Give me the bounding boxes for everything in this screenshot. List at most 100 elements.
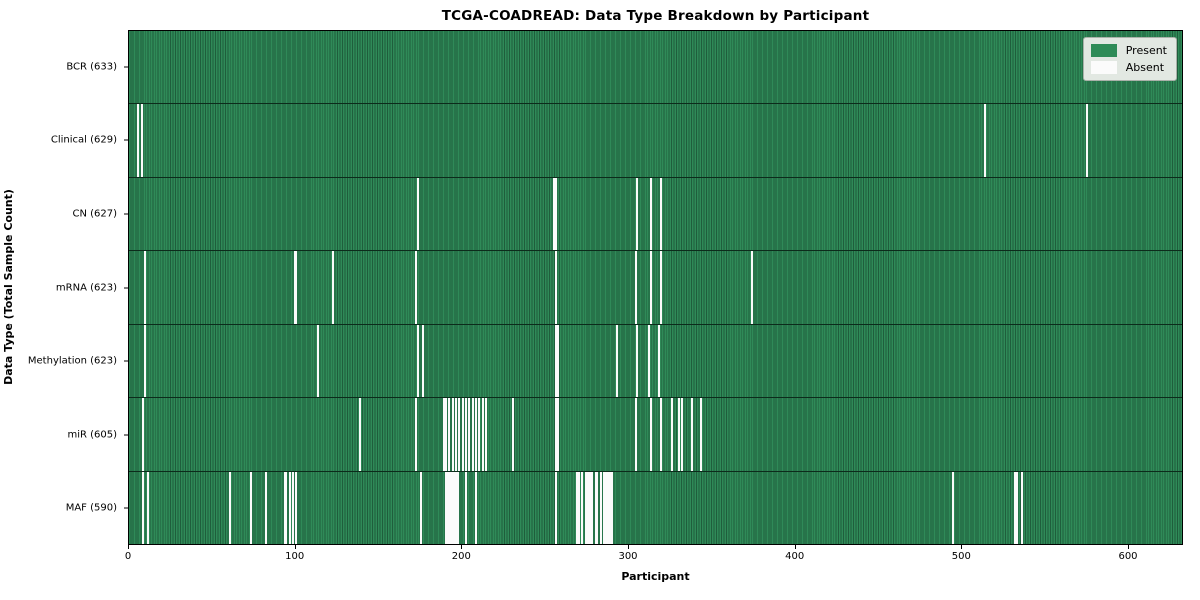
absent-stripe (358, 398, 361, 471)
y-tick-mark (124, 213, 128, 215)
y-tick-mark (124, 360, 128, 362)
absent-stripe (984, 104, 987, 177)
y-tick-label-cn: CN (627) (72, 208, 117, 220)
absent-stripe (421, 324, 424, 398)
absent-stripe (265, 471, 268, 544)
absent-stripe (448, 471, 451, 544)
heatmap-row-methylation (129, 323, 1182, 398)
y-tick-mark (124, 434, 128, 436)
x-tick-mark (961, 545, 963, 549)
absent-stripe (581, 471, 584, 544)
absent-stripe (293, 251, 296, 324)
absent-stripe (649, 251, 652, 324)
absent-stripe (142, 398, 145, 471)
x-tick-label-500: 500 (951, 551, 971, 562)
absent-stripe (603, 471, 606, 544)
absent-stripe (295, 471, 298, 544)
legend-absent-label: Absent (1125, 61, 1165, 74)
absent-stripe (576, 471, 579, 544)
absent-stripe (416, 177, 419, 251)
absent-stripe (611, 471, 614, 544)
absent-stripe (952, 471, 955, 544)
absent-stripe (295, 251, 298, 324)
legend-item-absent: Absent (1090, 61, 1167, 74)
absent-stripe (140, 104, 143, 177)
x-tick-label-200: 200 (451, 551, 471, 562)
absent-stripe (578, 471, 581, 544)
absent-stripe (649, 177, 652, 251)
y-tick-label-bcr: BCR (633) (66, 61, 117, 73)
heatmap-row-mrna (129, 250, 1182, 324)
absent-stripe (681, 398, 684, 471)
x-tick-mark (128, 545, 129, 549)
chart-title: TCGA-COADREAD: Data Type Breakdown by Pa… (441, 8, 870, 24)
absent-stripe (137, 104, 140, 177)
absent-stripe (415, 398, 418, 471)
absent-stripe (475, 471, 477, 544)
absent-stripe (594, 471, 597, 544)
x-tick-label-600: 600 (1118, 551, 1138, 562)
absent-stripe (608, 471, 611, 544)
absent-stripe (445, 471, 448, 544)
absent-stripe (455, 471, 458, 544)
absent-stripe (478, 398, 481, 471)
y-axis: BCR (633) Clinical (629) CN (627) mRNA (623… (0, 30, 128, 545)
absent-stripe (461, 398, 464, 471)
absent-stripe (671, 398, 674, 471)
absent-stripe (554, 471, 557, 544)
absent-stripe (450, 471, 453, 544)
legend-item-present: Present (1090, 44, 1167, 57)
heatmap-row-maf (129, 470, 1182, 544)
absent-stripe (481, 398, 484, 471)
absent-stripe (250, 471, 253, 544)
absent-stripe (228, 471, 231, 544)
y-tick-label-methylation: Methylation (623) (27, 355, 117, 367)
absent-stripe (143, 251, 146, 324)
absent-stripe (634, 398, 637, 471)
absent-stripe (554, 251, 557, 324)
absent-stripe (288, 471, 291, 544)
absent-stripe (471, 398, 474, 471)
x-tick-label-0: 0 (124, 551, 132, 562)
x-axis-label: Participant (621, 570, 690, 583)
y-tick-label-mir: miR (605) (67, 429, 117, 441)
absent-stripe (484, 398, 487, 471)
legend: Present Absent (1082, 37, 1177, 81)
absent-stripe (416, 324, 419, 398)
absent-stripe (453, 471, 456, 544)
heatmap-row-mir (129, 397, 1182, 471)
absent-stripe (147, 471, 150, 544)
absent-stripe (691, 398, 694, 471)
present-swatch (1090, 44, 1117, 57)
absent-stripe (316, 324, 319, 398)
absent-stripe (591, 471, 594, 544)
absent-stripe (445, 398, 448, 471)
absent-stripe (596, 471, 599, 544)
absent-stripe (451, 398, 454, 471)
absent-stripe (465, 471, 468, 544)
absent-stripe (599, 471, 602, 544)
y-tick-mark (124, 139, 128, 141)
absent-stripe (448, 398, 451, 471)
heatmap-row-bcr (129, 31, 1182, 104)
x-tick-label-300: 300 (618, 551, 638, 562)
absent-stripe (292, 471, 295, 544)
absent-stripe (554, 177, 557, 251)
absent-stripe (586, 471, 589, 544)
absent-stripe (659, 398, 662, 471)
x-tick-mark (461, 545, 463, 549)
absent-stripe (285, 471, 288, 544)
absent-stripe (283, 471, 286, 544)
absent-stripe (468, 398, 471, 471)
absent-stripe (143, 324, 146, 398)
absent-stripe (415, 251, 418, 324)
absent-stripe (511, 398, 514, 471)
absent-stripe (1020, 471, 1023, 544)
absent-stripe (142, 471, 145, 544)
absent-stripe (606, 471, 609, 544)
absent-stripe (659, 251, 662, 324)
y-tick-mark (124, 66, 128, 68)
plot-area (128, 30, 1183, 545)
absent-stripe (554, 324, 557, 398)
